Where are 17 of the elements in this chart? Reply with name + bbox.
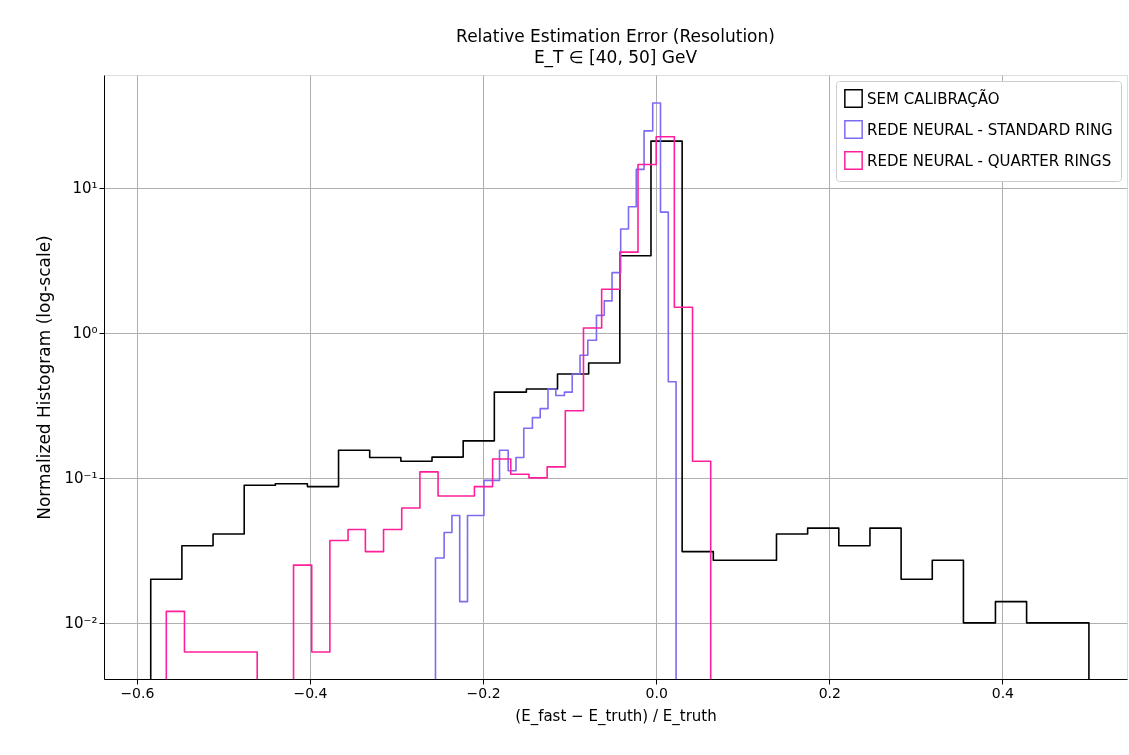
x-tick-label: 0.4 <box>991 684 1015 701</box>
y-tick-label: 10¹ <box>72 179 98 198</box>
chart-title: Relative Estimation Error (Resolution) <box>456 26 775 46</box>
y-tick-label: 10⁰ <box>72 324 98 343</box>
legend-label: REDE NEURAL - STANDARD RING <box>867 120 1113 139</box>
x-tick-label: 0.2 <box>818 684 841 701</box>
x-tick-label: −0.4 <box>293 684 328 701</box>
y-tick-label: 10⁻¹ <box>64 469 98 488</box>
x-tick-label: −0.2 <box>466 684 501 701</box>
y-tick-label: 10⁻² <box>64 614 98 633</box>
chart-subtitle: E_T ∈ [40, 50] GeV <box>533 47 698 68</box>
x-tick-label: 0.0 <box>645 684 668 701</box>
x-tick-label: −0.6 <box>120 684 155 701</box>
legend-label: SEM CALIBRAÇÃO <box>867 88 1000 108</box>
y-axis-title: Normalized Histogram (log-scale) <box>34 235 55 520</box>
x-axis-title: (E_fast − E_truth) / E_truth <box>515 706 717 726</box>
legend-label: REDE NEURAL - QUARTER RINGS <box>867 151 1112 170</box>
